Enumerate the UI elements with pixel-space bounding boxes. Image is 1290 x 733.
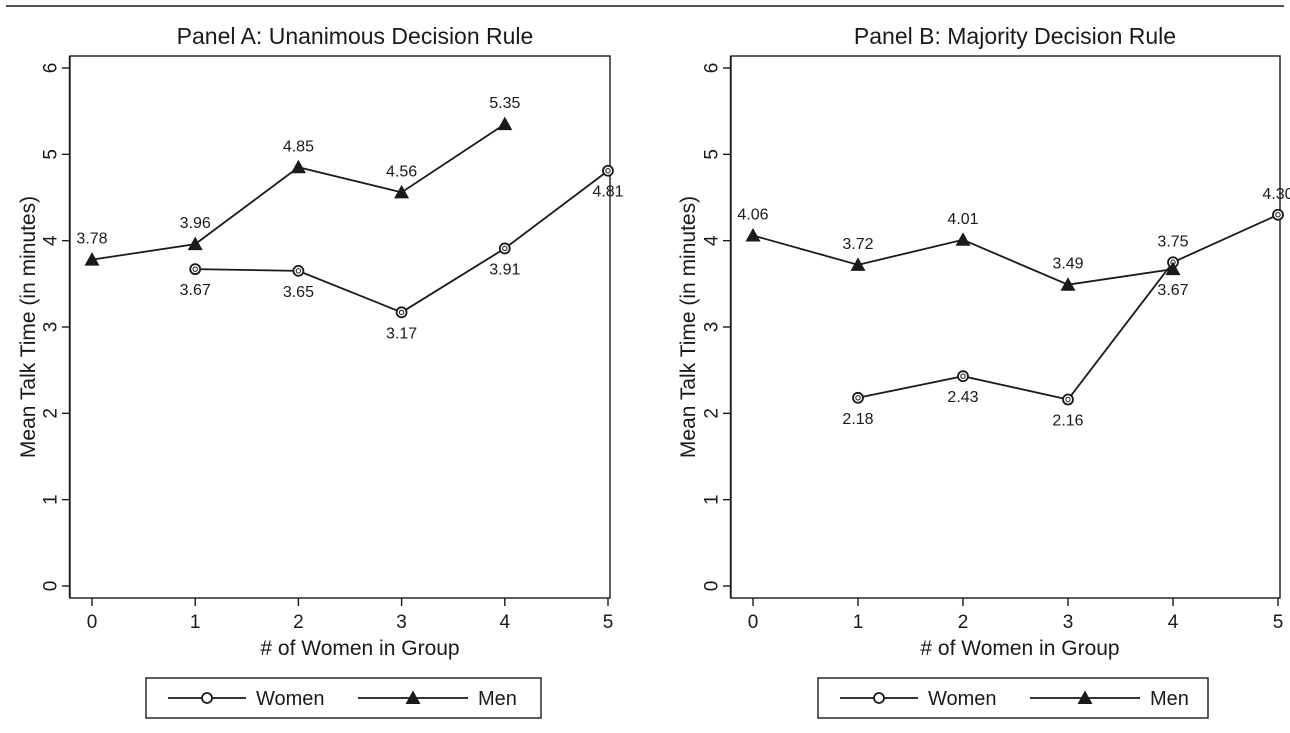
women-point	[292, 264, 305, 277]
x-tick-label: 3	[1063, 612, 1074, 633]
legend-men-marker	[1077, 690, 1093, 704]
y-tick-label: 3	[702, 322, 723, 333]
y-tick-label: 2	[41, 408, 62, 419]
men-point	[955, 232, 971, 246]
legend-women-label: Women	[928, 688, 997, 710]
men-point	[290, 159, 306, 174]
y-tick-label: 2	[702, 408, 723, 419]
y-tick-label: 3	[41, 322, 62, 333]
men-data-label: 3.67	[1157, 282, 1188, 299]
x-tick-label: 3	[396, 612, 407, 633]
women-data-label: 3.65	[283, 284, 314, 301]
panel-b: Panel B: Majority Decision Rule 0 1 2 3 4 5 6 0 1…	[677, 23, 1290, 719]
men-point	[394, 184, 410, 199]
men-data-label: 4.85	[283, 138, 314, 155]
women-point-inner	[398, 309, 405, 316]
women-data-label: 3.91	[489, 261, 520, 278]
y-tick-label: 6	[702, 63, 723, 74]
women-data-label: 4.81	[592, 184, 623, 201]
x-tick-label: 2	[293, 612, 304, 633]
y-axis-title: Mean Talk Time (in minutes)	[677, 196, 700, 458]
x-tick-label: 4	[500, 612, 511, 633]
women-data-label: 3.75	[1157, 233, 1188, 250]
legend-men-label: Men	[1150, 688, 1189, 710]
x-tick-label: 2	[958, 612, 969, 633]
women-point-inner	[1275, 212, 1281, 218]
women-data-label: 2.16	[1052, 413, 1083, 430]
women-point	[1062, 393, 1074, 406]
men-point	[850, 257, 866, 271]
legend-women-label: Women	[256, 688, 325, 710]
legend-women-marker	[873, 692, 885, 704]
y-tick-label: 6	[41, 63, 62, 74]
women-series-line	[857, 213, 1279, 401]
x-axis-title: # of Women in Group	[260, 637, 459, 660]
women-point-inner	[192, 266, 198, 272]
x-tick-label: 1	[853, 612, 864, 633]
women-point	[852, 391, 864, 404]
women-point-inner	[295, 268, 302, 274]
women-data-label: 4.30	[1262, 186, 1290, 203]
women-point-inner	[605, 168, 611, 174]
y-tick-label: 1	[41, 494, 62, 505]
women-point	[395, 306, 408, 319]
panel-a: Panel A: Unanimous Decision Rule 0 1 2 3 4 5 6 0…	[17, 23, 624, 719]
men-point	[1060, 277, 1076, 291]
men-point	[497, 116, 513, 131]
women-data-label: 3.67	[180, 282, 211, 299]
men-data-label: 4.01	[947, 211, 978, 228]
men-data-label: 3.96	[180, 215, 211, 232]
legend-men-label: Men	[478, 688, 517, 710]
y-tick-label: 5	[702, 149, 723, 160]
women-point	[1272, 208, 1284, 221]
women-data-label: 2.43	[947, 389, 978, 406]
legend: Women Men	[145, 677, 542, 719]
men-data-label: 3.49	[1052, 256, 1083, 273]
men-point	[187, 236, 203, 251]
x-tick-label: 0	[748, 612, 759, 633]
men-data-label: 3.72	[842, 236, 873, 253]
women-point	[957, 370, 969, 383]
x-tick-label: 1	[190, 612, 201, 633]
women-point-inner	[855, 395, 861, 401]
panel-title: Panel B: Majority Decision Rule	[854, 23, 1176, 49]
x-tick-label: 0	[87, 612, 98, 633]
women-point-inner	[960, 373, 966, 379]
men-point	[84, 252, 100, 266]
women-data-label: 2.18	[842, 411, 873, 428]
legend-men-marker	[405, 690, 421, 704]
legend: Women Men	[817, 677, 1209, 719]
men-point	[1165, 261, 1181, 276]
legend-women-marker	[201, 692, 213, 704]
panel-title: Panel A: Unanimous Decision Rule	[177, 23, 534, 49]
men-data-label: 4.06	[737, 206, 768, 223]
y-tick-label: 0	[41, 581, 62, 592]
women-point	[602, 164, 614, 177]
x-axis-title: # of Women in Group	[920, 637, 1119, 660]
men-point	[745, 227, 761, 242]
y-axis-title: Mean Talk Time (in minutes)	[17, 196, 40, 458]
women-data-label: 3.17	[386, 325, 417, 342]
y-tick-label: 4	[41, 235, 62, 246]
y-tick-label: 4	[702, 235, 723, 246]
x-tick-label: 5	[603, 612, 614, 633]
x-tick-label: 5	[1273, 612, 1284, 633]
y-tick-label: 0	[702, 581, 723, 592]
y-tick-label: 1	[702, 494, 723, 505]
women-point	[189, 263, 202, 276]
women-point-inner	[1065, 396, 1071, 403]
plot-frame	[730, 55, 1281, 599]
x-tick-label: 4	[1168, 612, 1179, 633]
men-data-label: 4.56	[386, 163, 417, 180]
men-data-label: 5.35	[489, 95, 520, 112]
y-tick-label: 5	[41, 149, 62, 160]
men-data-label: 3.78	[76, 231, 107, 248]
women-point	[498, 242, 511, 255]
women-point-inner	[502, 245, 508, 252]
plot-frame	[69, 55, 611, 599]
